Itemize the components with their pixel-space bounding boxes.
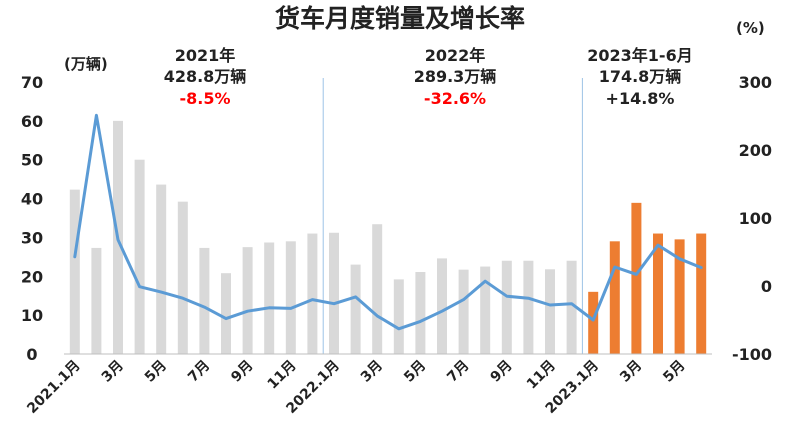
sales-bar-2023.2 — [609, 241, 620, 354]
right-tick-0: 0 — [761, 277, 772, 296]
growth-rate-line — [73, 113, 703, 331]
sales-bar-2021.2 — [91, 247, 102, 354]
annotation-2021-total: 428.8万辆 — [164, 67, 247, 86]
left-tick-40: 40 — [21, 190, 43, 209]
x-tick-2021.7: 7月 — [185, 358, 213, 386]
x-tick-2022.5: 5月 — [401, 358, 429, 386]
annotation-2022: 2022年 289.3万辆 -32.6% — [414, 46, 497, 108]
sales-bar-2021.10 — [264, 242, 275, 354]
sales-bar-2023.1 — [588, 291, 599, 354]
sales-bar-2022.2 — [350, 264, 361, 354]
x-tick-2021.3: 3月 — [99, 358, 127, 386]
x-tick-2021.9: 9月 — [228, 358, 256, 386]
sales-bar-2022.7 — [458, 269, 469, 354]
left-tick-0: 0 — [26, 345, 37, 364]
sales-bar-2023.5 — [674, 239, 685, 354]
left-axis-unit: (万辆) — [64, 55, 108, 73]
sales-bar-2022.12 — [566, 260, 577, 354]
left-tick-20: 20 — [21, 267, 43, 286]
sales-bar-2022.6 — [437, 258, 447, 354]
x-tick-2021.5: 5月 — [142, 358, 170, 386]
annotation-2021-change: -8.5% — [179, 89, 230, 108]
sales-bar-2023.6 — [696, 233, 707, 354]
sales-bar-2022.4 — [393, 279, 404, 354]
x-tick-2021.11: 11月 — [265, 358, 300, 393]
annotation-2021: 2021年 428.8万辆 -8.5% — [164, 46, 247, 108]
sales-bar-2022.5 — [415, 272, 426, 354]
right-tick--100: -100 — [732, 345, 772, 364]
x-tick-2022.11: 11月 — [524, 358, 559, 393]
sales-bar-2022.11 — [545, 269, 555, 354]
sales-bar-2021.7 — [199, 247, 210, 354]
sales-bar-2021.1 — [69, 189, 80, 354]
chart-title: 货车月度销量及增长率 — [275, 4, 525, 33]
left-tick-70: 70 — [21, 73, 43, 92]
sales-bar-2022.3 — [372, 224, 383, 354]
sales-bar-2021.8 — [221, 273, 231, 354]
sales-bar-2021.6 — [177, 201, 188, 354]
annotation-2022-total: 289.3万辆 — [414, 67, 497, 86]
annotation-2022-period: 2022年 — [425, 46, 486, 65]
sales-bar-2023.4 — [653, 233, 663, 354]
right-tick-100: 100 — [739, 209, 772, 228]
sales-bar-2022.8 — [480, 266, 491, 354]
sales-bar-2021.5 — [156, 184, 167, 354]
x-tick-2023.3: 3月 — [617, 358, 645, 386]
annotation-2023-change: +14.8% — [606, 89, 675, 108]
right-tick-300: 300 — [739, 73, 772, 92]
sales-bar-2021.12 — [307, 233, 318, 354]
annotation-2023-period: 2023年1-6月 — [587, 46, 692, 65]
annotation-2023-total: 174.8万辆 — [599, 67, 682, 86]
x-tick-2022.3: 3月 — [358, 358, 386, 386]
annotation-2021-period: 2021年 — [175, 46, 236, 65]
sales-bar-2022.10 — [523, 260, 534, 354]
sales-bar-2021.4 — [134, 159, 145, 354]
plot-area: 0 10 20 30 40 50 60 70 -100 0 100 200 300 2021.1月 3月 5月… — [21, 73, 772, 417]
left-tick-10: 10 — [21, 306, 43, 325]
x-tick-2021.1: 2021.1月 — [24, 358, 83, 417]
annotation-2022-change: -32.6% — [424, 89, 486, 108]
sales-bar-2021.11 — [285, 241, 296, 354]
left-tick-30: 30 — [21, 228, 43, 247]
left-tick-50: 50 — [21, 151, 43, 170]
sales-bar-2022.9 — [501, 260, 512, 354]
sales-bar-2021.9 — [242, 247, 253, 354]
right-axis-unit: (%) — [736, 19, 765, 37]
left-tick-60: 60 — [21, 112, 43, 131]
annotation-2023: 2023年1-6月 174.8万辆 +14.8% — [587, 46, 692, 108]
sales-bar-2023.3 — [631, 202, 642, 354]
x-tick-2022.7: 7月 — [444, 358, 472, 386]
right-tick-200: 200 — [739, 141, 772, 160]
sales-bar-2022.1 — [329, 232, 339, 354]
x-tick-2023.5: 5月 — [660, 358, 688, 386]
x-tick-2022.9: 9月 — [488, 358, 516, 386]
